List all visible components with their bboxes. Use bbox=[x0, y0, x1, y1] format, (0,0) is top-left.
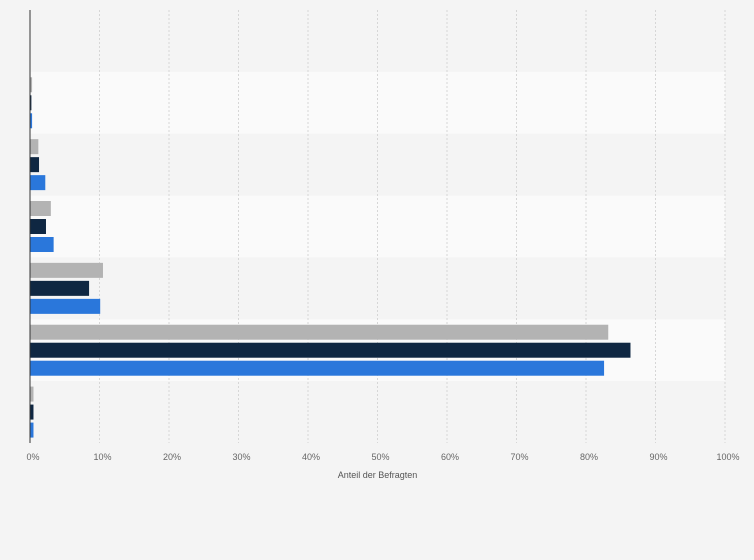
bar bbox=[30, 360, 605, 376]
bar bbox=[30, 219, 46, 234]
category-band bbox=[30, 10, 725, 72]
bar bbox=[30, 139, 39, 155]
x-axis-title: Anteil der Befragten bbox=[338, 470, 418, 480]
bar bbox=[30, 201, 51, 216]
x-tick-label: 100% bbox=[716, 452, 739, 462]
bar bbox=[30, 324, 609, 340]
bar bbox=[30, 342, 631, 358]
x-tick-label: 0% bbox=[26, 452, 39, 462]
x-tick-label: 20% bbox=[163, 452, 181, 462]
x-tick-label: 70% bbox=[510, 452, 528, 462]
x-tick-label: 30% bbox=[232, 452, 250, 462]
x-tick-label: 80% bbox=[580, 452, 598, 462]
bars bbox=[30, 77, 631, 438]
x-tick-label: 40% bbox=[302, 452, 320, 462]
x-tick-labels: 0% 10% 20% 30% 40% 50% 60% 70% 80% 90% 100% bbox=[26, 452, 739, 462]
bar bbox=[30, 175, 46, 191]
bar bbox=[30, 404, 34, 420]
bar bbox=[30, 157, 40, 173]
bar bbox=[30, 95, 32, 111]
bar bbox=[30, 77, 33, 93]
bar bbox=[30, 113, 33, 129]
x-tick-label: 10% bbox=[93, 452, 111, 462]
x-tick-label: 90% bbox=[649, 452, 667, 462]
bar bbox=[30, 262, 103, 278]
bar bbox=[30, 280, 90, 296]
x-tick-label: 50% bbox=[371, 452, 389, 462]
bar bbox=[30, 298, 101, 314]
x-tick-label: 60% bbox=[441, 452, 459, 462]
bar bbox=[30, 386, 34, 402]
bar bbox=[30, 422, 34, 438]
category-band bbox=[30, 133, 725, 196]
bar bbox=[30, 237, 54, 252]
